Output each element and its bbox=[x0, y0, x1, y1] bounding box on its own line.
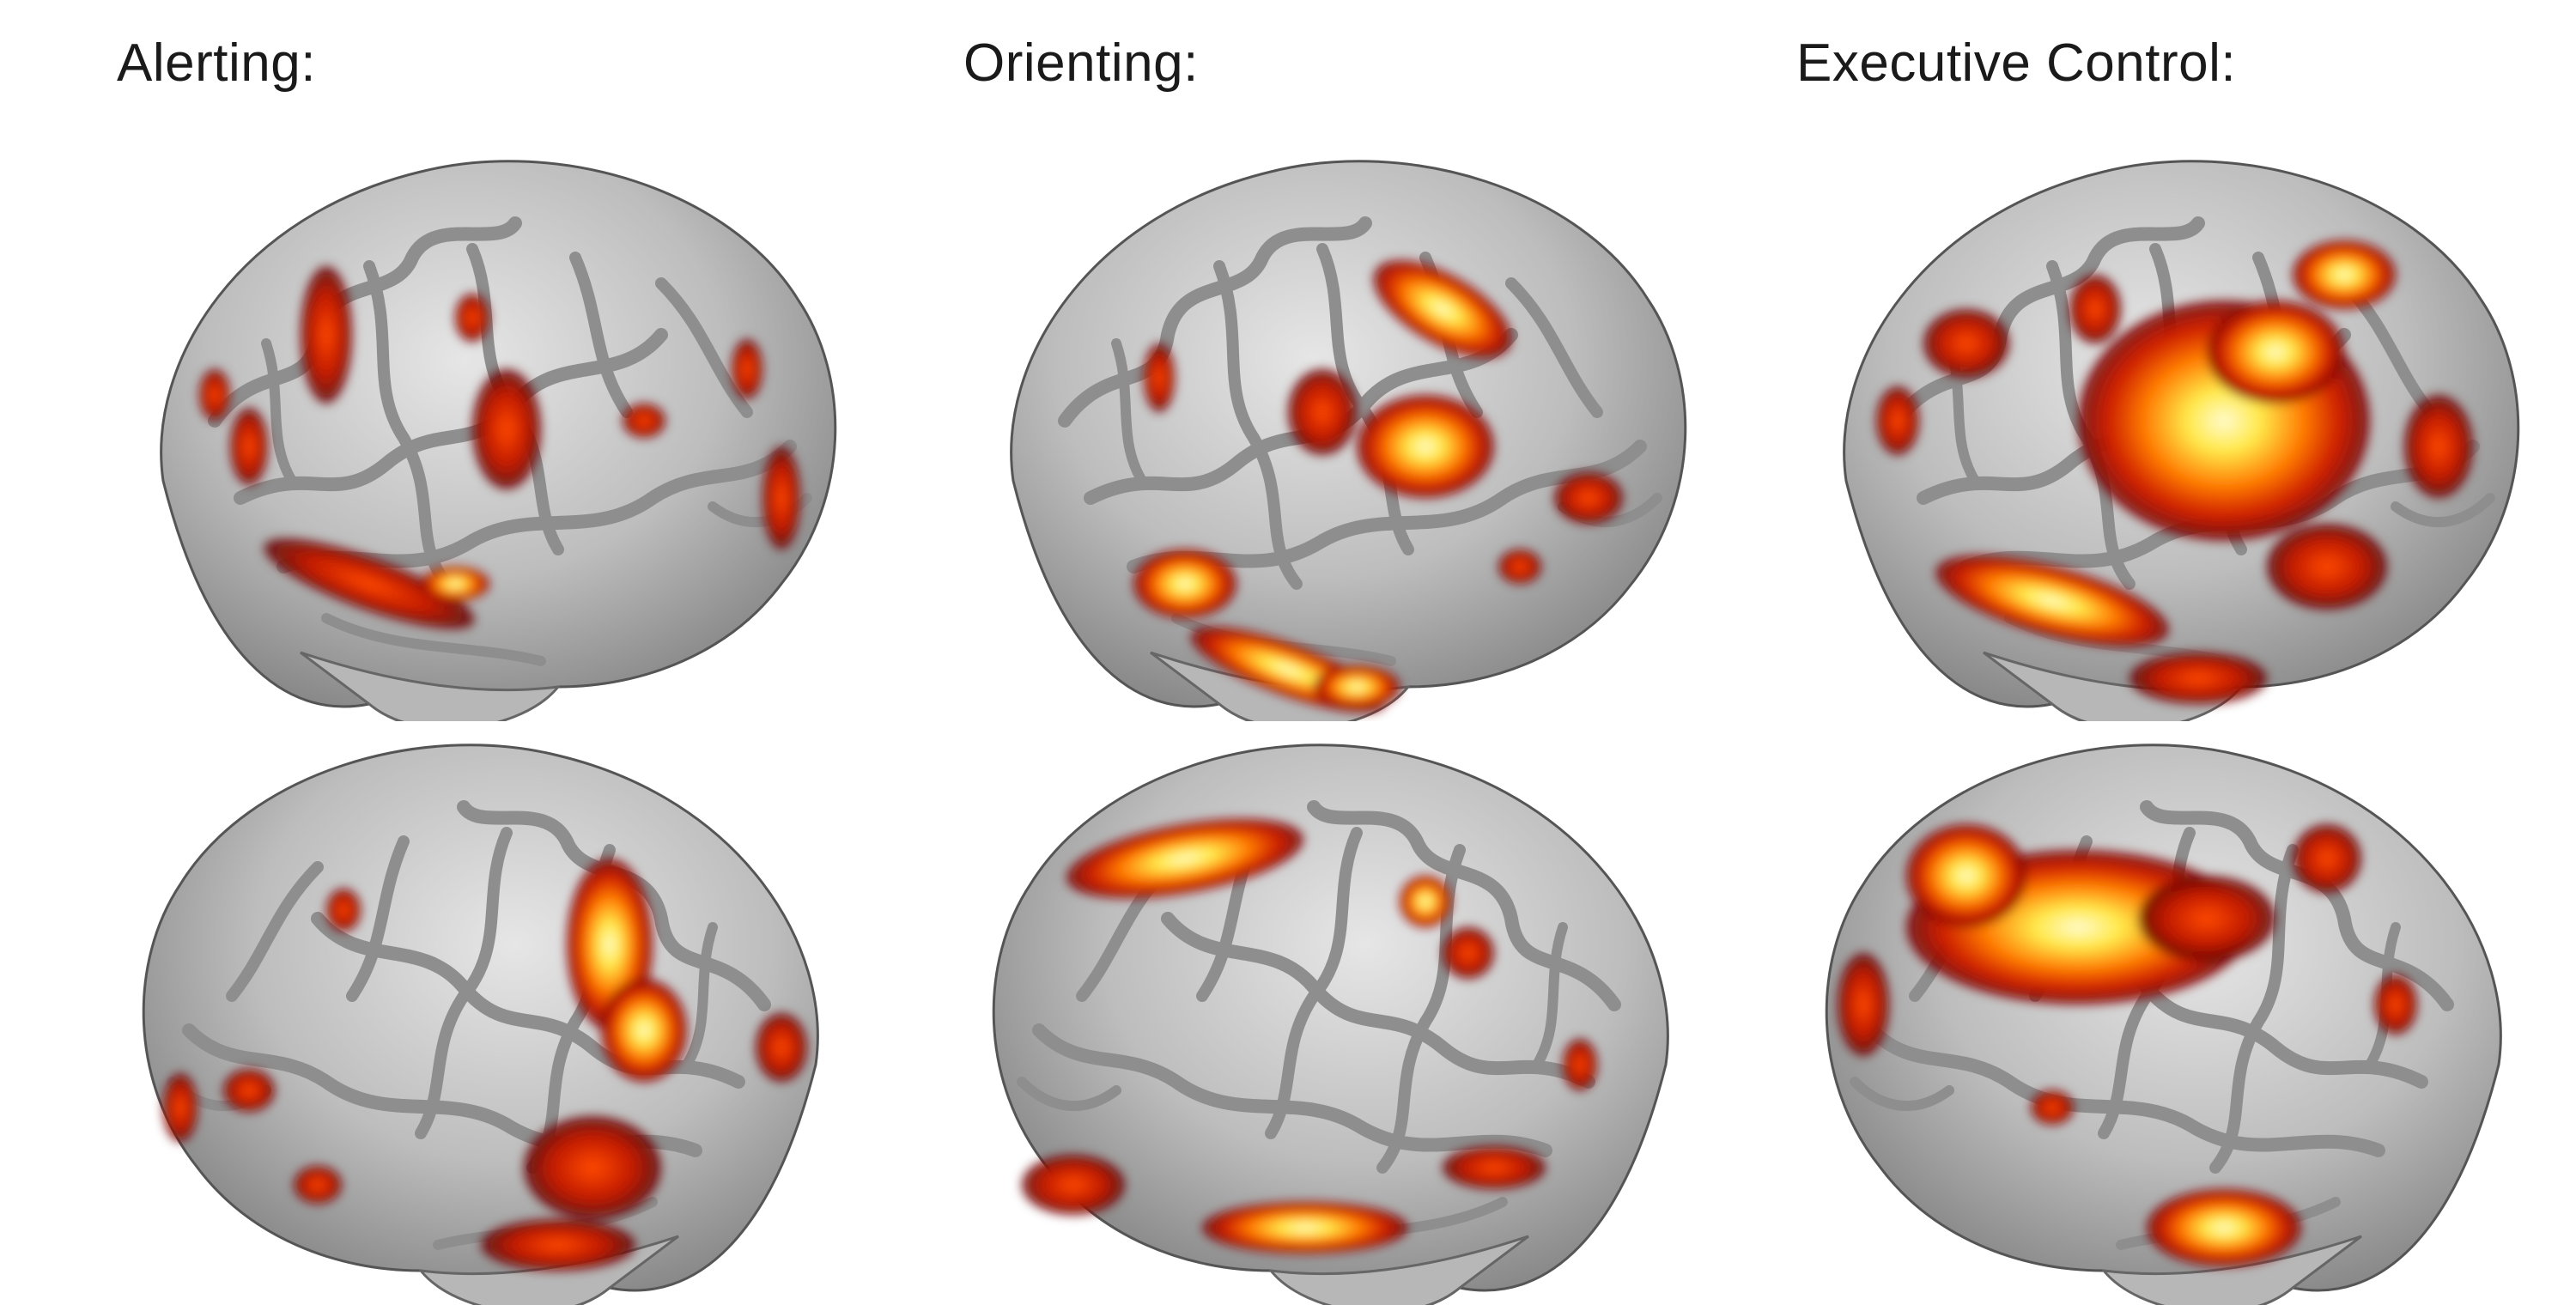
brain-alerting-left-lateral bbox=[112, 137, 867, 721]
brain-executive-left-lateral bbox=[1795, 137, 2550, 721]
panel-title-alerting: Alerting: bbox=[117, 33, 316, 93]
panel-title-orienting: Orienting: bbox=[963, 33, 1199, 93]
panel-title-executive-control: Executive Control: bbox=[1796, 33, 2237, 93]
brain-executive-right-lateral bbox=[1795, 721, 2550, 1305]
brain-orienting-left-lateral bbox=[962, 137, 1717, 721]
brain-alerting-right-lateral bbox=[112, 721, 867, 1305]
brain-orienting-right-lateral bbox=[962, 721, 1717, 1305]
